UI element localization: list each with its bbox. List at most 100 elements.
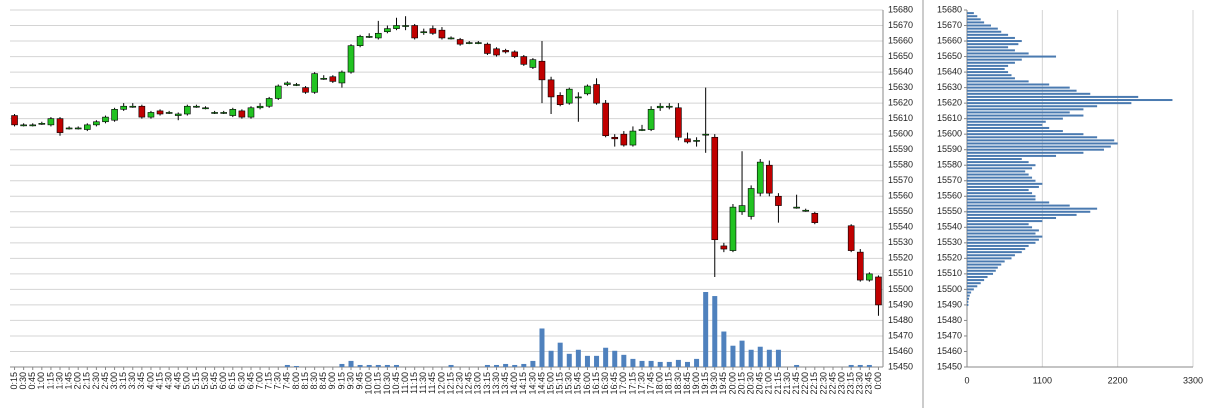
profile-bar xyxy=(967,195,1036,198)
volume-bar xyxy=(630,358,636,367)
candle-body xyxy=(47,118,55,126)
profile-bar xyxy=(967,77,1015,80)
profile-bar xyxy=(967,80,1029,83)
x-tick-label: 1:00 xyxy=(36,372,46,390)
candle-body xyxy=(656,105,664,109)
x-tick-label: 5:45 xyxy=(209,372,219,390)
x-tick-label: 1100 xyxy=(1033,375,1052,385)
x-tick-label: 6:30 xyxy=(236,372,246,390)
y-tick-label: 15570 xyxy=(888,175,913,185)
x-tick-label: 12:15 xyxy=(445,372,455,395)
candle-body xyxy=(193,105,200,108)
profile-bar xyxy=(967,223,1029,226)
candle-body xyxy=(102,116,109,123)
candle-body xyxy=(720,245,728,250)
candle-body xyxy=(847,225,855,251)
x-tick-label: 0:15 xyxy=(9,372,19,390)
candle-body xyxy=(184,105,191,115)
profile-bar xyxy=(967,192,1033,195)
y-tick-label: 15450 xyxy=(937,361,962,371)
profile-bar xyxy=(967,43,1019,46)
profile-bar xyxy=(967,167,1033,170)
x-tick-label: 4:45 xyxy=(173,372,183,390)
candle-body xyxy=(493,48,500,56)
y-tick-label: 15620 xyxy=(937,98,962,108)
x-tick-label: 0 xyxy=(964,375,969,385)
candle-body xyxy=(793,206,800,209)
x-tick-label: 20:45 xyxy=(755,372,765,395)
x-tick-label: 5:15 xyxy=(191,372,201,390)
x-tick-label: 15:00 xyxy=(545,372,555,395)
profile-bar xyxy=(967,241,1036,244)
profile-bar xyxy=(967,254,1015,257)
y-tick-label: 15520 xyxy=(937,253,962,263)
x-tick-label: 11:15 xyxy=(409,372,419,394)
x-tick-label: 23:45 xyxy=(864,372,874,395)
profile-bar xyxy=(967,21,985,24)
y-tick-label: 15640 xyxy=(888,66,913,76)
candle-body xyxy=(629,130,637,146)
x-tick-label: 9:15 xyxy=(336,372,346,390)
x-tick-label: 16:30 xyxy=(600,372,610,395)
x-tick-label: 22:15 xyxy=(809,372,819,395)
x-tick-label: 12:45 xyxy=(464,372,474,395)
volume-bar xyxy=(657,361,663,367)
y-tick-label: 15460 xyxy=(888,346,913,356)
y-tick-label: 15510 xyxy=(937,268,962,278)
volume-bar xyxy=(603,347,609,367)
profile-bar xyxy=(967,83,1050,86)
candle-body xyxy=(611,136,619,140)
profile-bar xyxy=(967,40,1022,43)
volume-bar xyxy=(494,364,500,367)
candle-body xyxy=(502,50,509,53)
volume-bar xyxy=(521,363,527,367)
candle-body xyxy=(320,77,328,80)
profile-bar xyxy=(967,244,1029,247)
y-tick-label: 15460 xyxy=(937,346,962,356)
x-tick-label: 14:00 xyxy=(509,372,519,395)
volume-bar xyxy=(703,292,709,367)
volume-bar xyxy=(512,364,518,367)
x-tick-label: 8:45 xyxy=(318,372,328,390)
profile-bar xyxy=(967,95,1139,98)
profile-bar xyxy=(967,238,1039,241)
profile-bar xyxy=(967,151,1084,154)
candle-body xyxy=(202,107,209,110)
profile-bar xyxy=(967,285,978,288)
y-tick-label: 15660 xyxy=(937,35,962,45)
profile-bar xyxy=(967,164,1036,167)
y-tick-label: 15550 xyxy=(888,206,913,216)
volume-bar xyxy=(539,328,545,367)
y-tick-label: 15540 xyxy=(888,222,913,232)
profile-bar xyxy=(967,99,1173,102)
x-tick-label: 6:15 xyxy=(227,372,237,390)
profile-bar xyxy=(967,142,1118,145)
profile-bar xyxy=(967,201,1050,204)
volume-bar xyxy=(530,360,536,367)
y-tick-label: 15620 xyxy=(888,98,913,108)
profile-bar xyxy=(967,15,978,18)
x-tick-label: 8:00 xyxy=(291,372,301,390)
y-tick-label: 15480 xyxy=(937,315,962,325)
x-tick-label: 2:00 xyxy=(73,372,83,390)
x-tick-label: 22:30 xyxy=(818,372,828,395)
profile-bar xyxy=(967,74,1012,77)
y-tick-label: 15610 xyxy=(888,113,913,123)
volume-bar xyxy=(666,361,672,367)
candle-body xyxy=(65,127,73,130)
candle-body xyxy=(593,84,600,104)
x-tick-label: 18:00 xyxy=(655,372,665,395)
volume-bar xyxy=(730,345,736,367)
candle-body xyxy=(456,39,464,45)
candle-body xyxy=(529,59,537,68)
candle-body xyxy=(475,42,482,44)
candle-body xyxy=(665,105,673,108)
profile-bar xyxy=(967,123,1043,126)
x-tick-label: 19:45 xyxy=(718,372,728,395)
y-tick-label: 15600 xyxy=(888,129,913,139)
candle-body xyxy=(174,113,182,116)
profile-bar xyxy=(967,179,1036,182)
profile-bar xyxy=(967,139,1115,142)
profile-bar xyxy=(967,275,988,278)
